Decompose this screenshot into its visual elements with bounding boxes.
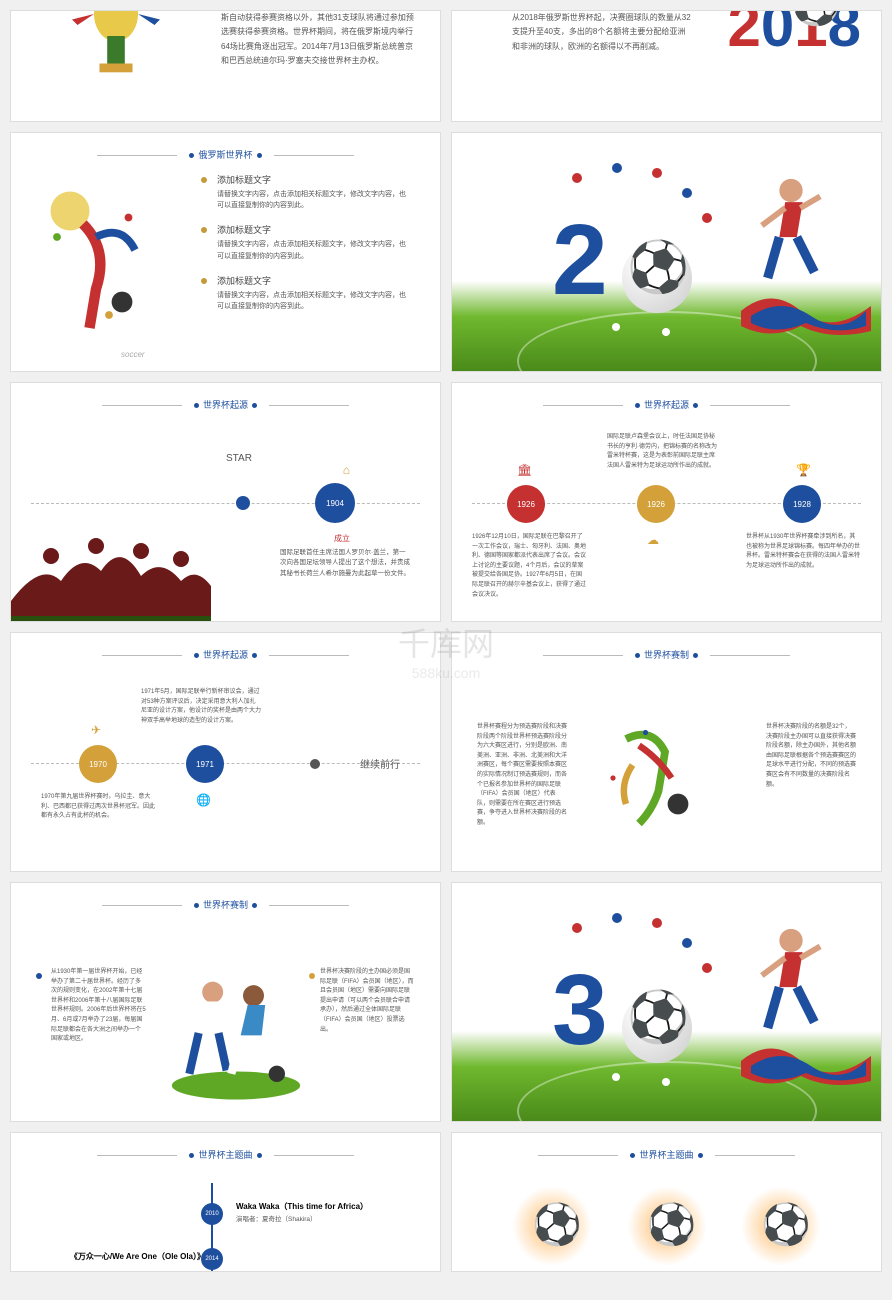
slide5-title: 世界杯起源 [26, 398, 425, 411]
year-circle: 1971 [186, 745, 224, 783]
slide8-left: 世界杯赛程分为预选赛阶段和决赛阶段两个阶段世界杯预选赛阶段分为六大赛区进行，分别… [477, 723, 567, 829]
soccer-label: soccer [121, 350, 145, 359]
song-title: 《万众一心/We Are One（Ole Ola）》 [70, 1251, 205, 1262]
slide-10: 3 [451, 882, 882, 1122]
soccer-ball-icon [622, 993, 692, 1063]
paint-splash-icon [741, 281, 871, 341]
dot-icon [612, 323, 620, 331]
bullet-icon [201, 278, 207, 284]
dot-icon [662, 1078, 670, 1086]
year-circle: 1928 [783, 485, 821, 523]
item-heading: 添加标题文字 [217, 274, 411, 287]
slide-7: 世界杯起源 1971年5月，国际足联举行新杯审议会，通过对53种方案评议后，决定… [10, 632, 441, 872]
players-silhouette-icon [11, 501, 211, 621]
big-number-3: 3 [552, 953, 608, 1068]
dot-icon [612, 163, 622, 173]
soccer-ball-icon [622, 243, 692, 313]
bullet-icon [36, 973, 42, 979]
item-body: 请替换文字内容，点击添加相关标题文字，修改文字内容，也可以直接复制你的内容到此。 [217, 239, 411, 261]
continue-label: 继续前行 [360, 756, 400, 771]
item-heading: 添加标题文字 [217, 173, 411, 186]
dot-icon [652, 168, 662, 178]
slide9-title: 世界杯赛制 [26, 898, 425, 911]
slide9-right: 世界杯决赛阶段的主办国必须是国际足联（FIFA）会员国（地区），而且会员国（地区… [320, 968, 415, 1035]
slide-5: 世界杯起源 STAR ⌂ 1904 成立 国际足联首任主席法国人罗贝尔·盖兰，第… [10, 382, 441, 622]
slide12-title: 世界杯主题曲 [467, 1148, 866, 1161]
slide6-title: 世界杯起源 [467, 398, 866, 411]
globe-icon: 🌐 [196, 793, 211, 807]
slide-6: 世界杯起源 🏛 1926 1926年12月10日，国际足联在巴黎召开了一次工作会… [451, 382, 882, 622]
slide-11: 世界杯主题曲 2010 Waka Waka（This time for Afri… [10, 1132, 441, 1272]
slide-9: 世界杯赛制 从1930年第一届世界杯开始，已经举办了第二十届世界杯。经历了多次的… [10, 882, 441, 1122]
globe-ball-icon: ⚽ [791, 10, 841, 28]
dot-icon [612, 1073, 620, 1081]
bullet-icon [201, 177, 207, 183]
slide2-text: 从2018年俄罗斯世界杯起，决赛圈球队的数量从32支提升至40支，多出的8个名额… [512, 11, 692, 54]
dot-icon [702, 213, 712, 223]
list-item: 添加标题文字 请替换文字内容，点击添加相关标题文字，修改文字内容，也可以直接复制… [201, 173, 411, 211]
list-item: 添加标题文字 请替换文字内容，点击添加相关标题文字，修改文字内容，也可以直接复制… [201, 274, 411, 312]
slide-4: 2 [451, 132, 882, 372]
slide7-title: 世界杯起源 [26, 648, 425, 661]
slide5-body: 国际足联首任主席法国人罗贝尔·盖兰，第一次向各国足坛领导人提出了这个想法，并责成… [280, 548, 410, 579]
building-icon: 🏛 [517, 463, 532, 477]
star-label: STAR [226, 453, 252, 464]
year-circle: 2010 [201, 1203, 223, 1225]
slide-3: 俄罗斯世界杯 soccer 添加标题文字 请替换文字内容，点击添加相关标题文字，… [10, 132, 441, 372]
slide1-text: 斯自动获得参赛资格以外，其他31支球队将通过参加预选赛获得参赛资格。世界杯期间，… [221, 11, 421, 69]
dot-icon [682, 938, 692, 948]
year-circle: 1970 [79, 745, 117, 783]
item-body: 请替换文字内容，点击添加相关标题文字，修改文字内容，也可以直接复制你的内容到此。 [217, 290, 411, 312]
node-body: 1926年12月10日，国际足联在巴黎召开了一次工作会议，瑞士、匈牙利、法国、奥… [472, 533, 587, 600]
slide-8: 世界杯赛制 世界杯赛程分为预选赛阶段和决赛阶段两个阶段世界杯预选赛阶段分为六大赛… [451, 632, 882, 872]
timeline-dot [310, 759, 320, 769]
slide8-title: 世界杯赛制 [467, 648, 866, 661]
dot-icon [662, 328, 670, 336]
year-circle: 1926 [507, 485, 545, 523]
plane-icon: ✈ [91, 723, 101, 737]
year-circle: 1926 [637, 485, 675, 523]
fire-ball-icon [522, 1196, 582, 1256]
dot-icon [652, 918, 662, 928]
bullet-icon [201, 227, 207, 233]
item-heading: 添加标题文字 [217, 223, 411, 236]
song-title: Waka Waka（This time for Africa） [236, 1201, 368, 1212]
slide8-right: 世界杯决赛阶段的名额是32个，决赛阶段主办国可以直接获得决赛阶段名额，除主办国外… [766, 723, 856, 790]
trophy-icon: 🏆 [796, 463, 811, 477]
slides-grid: 斯自动获得参赛资格以外，其他31支球队将通过参加预选赛获得参赛资格。世界杯期间，… [0, 0, 892, 1282]
slide-2: 从2018年俄罗斯世界杯起，决赛圈球队的数量从32支提升至40支，多出的8个名额… [451, 10, 882, 122]
kicker-splash-icon [31, 183, 161, 343]
year-circle: 1904 [315, 483, 355, 523]
cloud-icon: ☁ [647, 533, 659, 547]
node-body: 世界杯从1930年世界杯赛牵涉到所名，其也被称为世界足球锦标赛。每四年举办的世界… [746, 533, 861, 571]
item-body: 请替换文字内容，点击添加相关标题文字，修改文字内容，也可以直接复制你的内容到此。 [217, 189, 411, 211]
paint-splash-icon [741, 1031, 871, 1091]
big-number-2: 2 [552, 203, 608, 318]
node-body-top: 1971年5月，国际足联举行新杯审议会，通过对53种方案评议后，决定采用意大利人… [141, 688, 261, 726]
node-body-top: 国际足联卢森堡会议上，时任法国足协秘书长的亨利·德劳内，把锦标赛的名称改为雷米特… [607, 433, 717, 471]
timeline-dot [236, 496, 250, 510]
dot-icon [612, 913, 622, 923]
slide-1: 斯自动获得参赛资格以外，其他31支球队将通过参加预选赛获得参赛资格。世界杯期间，… [10, 10, 441, 122]
home-icon: ⌂ [343, 463, 350, 477]
slide9-left: 从1930年第一届世界杯开始，已经举办了第二十届世界杯。经历了多次的规则变化，在… [51, 968, 146, 1045]
two-players-icon [166, 963, 306, 1103]
slide11-title: 世界杯主题曲 [26, 1148, 425, 1161]
fire-ball-icon [751, 1196, 811, 1256]
list-item: 添加标题文字 请替换文字内容，点击添加相关标题文字，修改文字内容，也可以直接复制… [201, 223, 411, 261]
slide3-title: 俄罗斯世界杯 [26, 148, 425, 161]
trophy-icon [61, 10, 171, 91]
dot-icon [702, 963, 712, 973]
dot-icon [572, 173, 582, 183]
song-artist: 演唱者：夏奇拉（Shakira） [236, 1215, 317, 1225]
slide-12: 世界杯主题曲 [451, 1132, 882, 1272]
node-body: 1970年第九届世界杯赛时，乌拉圭、意大利、巴西都已获得过两次世界杯冠军。因此都… [41, 793, 156, 822]
fire-ball-icon [637, 1196, 697, 1256]
dot-icon [682, 188, 692, 198]
subtitle: 成立 [334, 533, 350, 544]
bullet-icon [309, 973, 315, 979]
dot-icon [572, 923, 582, 933]
colorful-player-icon [587, 713, 717, 843]
fire-balls-row [467, 1196, 866, 1261]
